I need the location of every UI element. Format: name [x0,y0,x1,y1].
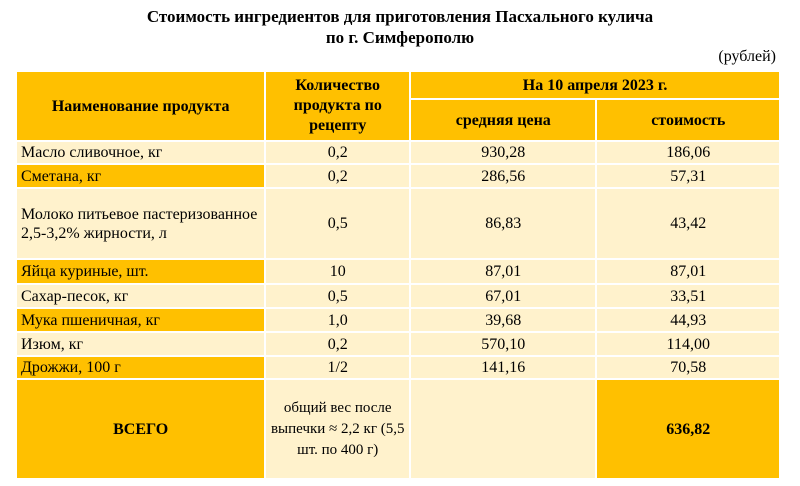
title-line: Стоимость ингредиентов для приготовления… [146,7,654,26]
row: Яйца куриные, шт. 10 87,01 87,01 [14,258,781,285]
table: Наименование продукта Количество продукт… [14,70,781,480]
header-cell: На 10 апреля 2023 г. [409,70,781,100]
value-cell: 87,01 [595,258,781,285]
row: Масло сливочное, кг 0,2 930,28 186,06 [14,140,781,165]
value-cell: 286,56 [409,163,598,189]
value-cell: 570,10 [409,331,598,357]
value-cell: 141,16 [409,355,598,380]
empty-cell [409,378,598,480]
header-cell: средняя цена [409,98,598,142]
row: Сметана, кг 0,2 286,56 57,31 [14,163,781,189]
value-cell: 0,2 [264,140,412,165]
product-cell: Дрожжи, 100 г [14,355,267,380]
row: Дрожжи, 100 г 1/2 141,16 70,58 [14,355,781,380]
unit: (рублей) [718,48,776,65]
product-cell: Масло сливочное, кг [14,140,267,165]
value-cell: 930,28 [409,140,598,165]
value-cell: 67,01 [409,283,598,309]
value-cell: 33,51 [595,283,781,309]
product-cell: Молоко питьевое пастеризованное 2,5-3,2%… [14,187,267,260]
value-cell: 186,06 [595,140,781,165]
value-cell: 10 [264,258,412,285]
value-cell: 39,68 [409,307,598,333]
row: Сахар-песок, кг 0,5 67,01 33,51 [14,283,781,309]
header-cell: Количество продукта по рецепту [264,70,412,142]
value-cell: 0,2 [264,163,412,189]
product-cell: Изюм, кг [14,331,267,357]
total-row: ВСЕГО общий вес после выпечки ≈ 2,2 кг (5… [14,378,781,480]
value-cell: 57,31 [595,163,781,189]
header-cell: стоимость [595,98,781,142]
total-label: ВСЕГО [14,378,267,480]
row: Изюм, кг 0,2 570,10 114,00 [14,331,781,357]
row: Мука пшеничная, кг 1,0 39,68 44,93 [14,307,781,333]
value-cell: 44,93 [595,307,781,333]
value-cell: 70,58 [595,355,781,380]
value-cell: 114,00 [595,331,781,357]
total-note: общий вес после выпечки ≈ 2,2 кг (5,5 шт… [264,378,412,480]
value-cell: 1/2 [264,355,412,380]
value-cell: 43,42 [595,187,781,260]
header-cell: Наименование продукта [14,70,267,142]
product-cell: Мука пшеничная, кг [14,307,267,333]
product-cell: Сметана, кг [14,163,267,189]
value-cell: 87,01 [409,258,598,285]
value-cell: 86,83 [409,187,598,260]
product-cell: Сахар-песок, кг [14,283,267,309]
value-cell: 0,5 [264,187,412,260]
total-cost: 636,82 [595,378,781,480]
title-line: по г. Симферополю [325,28,475,47]
value-cell: 0,2 [264,331,412,357]
value-cell: 1,0 [264,307,412,333]
row: Молоко питьевое пастеризованное 2,5-3,2%… [14,187,781,260]
title: Стоимость ингредиентов для приготовления… [0,6,800,48]
value-cell: 0,5 [264,283,412,309]
product-cell: Яйца куриные, шт. [14,258,267,285]
